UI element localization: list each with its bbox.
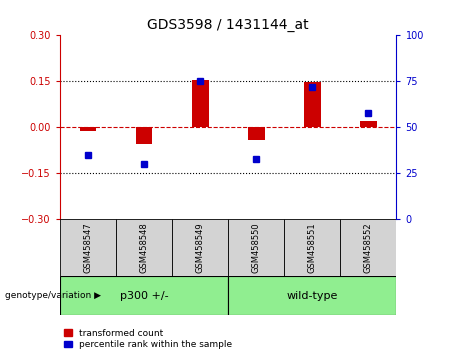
Text: GSM458551: GSM458551 <box>308 222 317 273</box>
Bar <box>60 219 116 276</box>
Bar <box>192 80 208 127</box>
Text: GSM458548: GSM458548 <box>140 222 148 273</box>
Text: GSM458552: GSM458552 <box>364 222 373 273</box>
Bar <box>360 121 377 127</box>
Bar <box>228 219 284 276</box>
Bar <box>248 127 265 140</box>
Bar <box>80 127 96 131</box>
Bar <box>304 82 321 127</box>
Text: GSM458547: GSM458547 <box>83 222 93 273</box>
Text: GSM458549: GSM458549 <box>195 222 205 273</box>
Bar <box>116 219 172 276</box>
Bar <box>60 276 228 315</box>
Bar <box>340 219 396 276</box>
Bar <box>228 276 396 315</box>
Legend: transformed count, percentile rank within the sample: transformed count, percentile rank withi… <box>65 329 232 349</box>
Title: GDS3598 / 1431144_at: GDS3598 / 1431144_at <box>148 18 309 32</box>
Text: GSM458550: GSM458550 <box>252 222 261 273</box>
Text: genotype/variation ▶: genotype/variation ▶ <box>5 291 100 300</box>
Text: p300 +/-: p300 +/- <box>120 291 168 301</box>
Bar <box>172 219 228 276</box>
Bar <box>284 219 340 276</box>
Bar <box>136 127 153 144</box>
Text: wild-type: wild-type <box>287 291 338 301</box>
